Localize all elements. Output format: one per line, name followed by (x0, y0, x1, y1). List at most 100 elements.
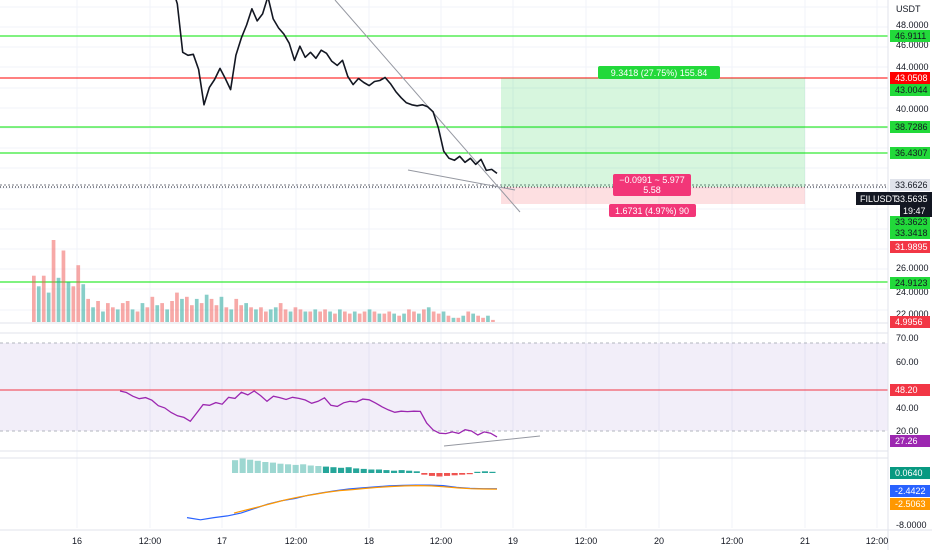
level-tag-2-box (890, 84, 930, 96)
level-tag-10-box (890, 316, 930, 328)
volume-bar-3 (46, 292, 51, 322)
volume-bar-56 (308, 311, 313, 322)
volume-bar-10 (81, 284, 86, 322)
entry-label: −0.0991 ~ 5.977 (619, 175, 685, 185)
level-tag-5-box (890, 179, 930, 191)
level-tag-4-box (890, 147, 930, 159)
macd-histogram-bar-12 (322, 466, 329, 473)
volume-bar-36 (209, 298, 214, 322)
volume-bar-74 (397, 315, 401, 322)
time-axis[interactable]: 16 12:00 17 12:00 18 12:00 19 12:00 20 12:00 21 12:… (0, 529, 932, 546)
macd-histogram-bar-18 (368, 469, 375, 473)
volume-bar-38 (219, 296, 224, 322)
volume-bar-43 (244, 303, 248, 322)
price-tick-7: 22.0000 (896, 309, 929, 319)
volume-bar-33 (194, 298, 199, 322)
volume-bar-92 (486, 315, 490, 322)
volume-bar-75 (402, 313, 406, 322)
volume-bar-9 (76, 265, 81, 322)
rsi-pane[interactable] (0, 342, 888, 447)
volume-bar-16 (111, 307, 115, 322)
volume-bar-54 (298, 309, 303, 322)
macd-histogram-bar-32 (474, 471, 481, 473)
volume-bar-57 (313, 309, 318, 322)
volume-bar-2 (41, 275, 46, 322)
price-pane[interactable] (172, 0, 521, 213)
time-tick-0: 16 (72, 536, 82, 546)
macd-histogram-bar-0 (232, 460, 239, 473)
volume-bar-49 (273, 307, 278, 322)
macd-histogram-bar-34 (489, 471, 496, 473)
rsi-level-tag: 48.20 (895, 385, 918, 395)
long-position-tool[interactable]: 9.3418 (27.75%) 155.84 −0.0991 ~ 5.9775.5… (501, 66, 805, 217)
level-tag-3-box (890, 121, 930, 133)
time-tick-1: 12:00 (139, 536, 162, 546)
level-tag-8-box (890, 241, 930, 253)
volume-bar-53 (293, 307, 298, 322)
time-tick-4: 18 (364, 536, 374, 546)
current-price: 33.5635 (895, 194, 928, 204)
price-tick-0: 48.0000 (896, 20, 929, 30)
volume-bar-28 (170, 301, 174, 322)
profit-label: 9.3418 (27.75%) 155.84 (611, 68, 708, 78)
volume-bar-11 (86, 298, 90, 322)
macd-histogram-bar-7 (285, 464, 292, 473)
volume-bar-47 (264, 311, 268, 322)
level-tag-9: 24.9123 (895, 278, 928, 288)
level-tag-1-box (890, 72, 930, 84)
countdown: 19:47 (903, 206, 926, 216)
volume-bar-0 (32, 275, 36, 322)
level-tag-7-box (890, 227, 930, 239)
volume-bar-82 (436, 313, 441, 322)
volume-bar-78 (417, 313, 421, 322)
time-tick-6: 19 (508, 536, 518, 546)
volume-bar-52 (288, 311, 293, 322)
volume-bar-84 (446, 315, 451, 322)
macd-histogram-bar-17 (360, 468, 367, 473)
volume-bar-76 (407, 309, 411, 322)
level-tag-2: 43.0044 (895, 85, 928, 95)
countdown-box (900, 205, 932, 217)
macd-histogram-bar-14 (338, 467, 345, 473)
volume-bar-50 (278, 303, 283, 322)
macd-histogram-bar-33 (481, 471, 488, 473)
macd-histogram-bar-3 (254, 460, 261, 473)
macd-pane[interactable] (186, 458, 498, 521)
macd-histogram-bar-15 (345, 467, 352, 473)
volume-bar-1 (36, 286, 41, 322)
volume-bar-7 (66, 282, 71, 322)
volume-bar-26 (160, 303, 164, 322)
grid-lines (0, 0, 932, 528)
macd-line (186, 484, 497, 521)
price-levels (0, 35, 888, 283)
volume-bar-5 (56, 277, 61, 322)
volume-bar-65 (352, 311, 357, 322)
volume-bar-21 (135, 311, 140, 322)
rsi-tick-3: 20.00 (896, 426, 919, 436)
volume-bar-22 (140, 303, 145, 322)
symbol-tag-box (856, 192, 932, 205)
price-axis[interactable]: USDT48.000046.000044.000040.000038.00002… (856, 0, 932, 550)
macd-histogram-bar-21 (391, 470, 398, 473)
price-tick-2: 44.0000 (896, 62, 929, 72)
volume-bar-29 (175, 292, 179, 322)
volume-bar-35 (204, 294, 209, 322)
level-tag-0-box (890, 30, 930, 42)
level-tag-8: 31.9895 (895, 242, 928, 252)
time-tick-7: 12:00 (575, 536, 598, 546)
volume-bar-80 (426, 307, 431, 322)
profit-label-box (598, 66, 720, 79)
macd-histogram-bar-26 (428, 473, 435, 476)
volume-bar-37 (214, 305, 219, 322)
macd-histogram-bar-5 (269, 462, 276, 473)
macd-histogram-bar-20 (383, 470, 390, 473)
level-tag-0: 46.9111 (895, 31, 926, 41)
macd-tag-0: 0.0640 (895, 468, 923, 478)
loss-label-box (609, 204, 696, 217)
macd-histogram-bar-11 (315, 466, 322, 473)
level-tag-4: 36.4307 (895, 148, 928, 158)
macd-histogram-bar-8 (292, 464, 299, 473)
volume-bar-90 (476, 315, 480, 322)
volume-bar-13 (96, 301, 100, 322)
